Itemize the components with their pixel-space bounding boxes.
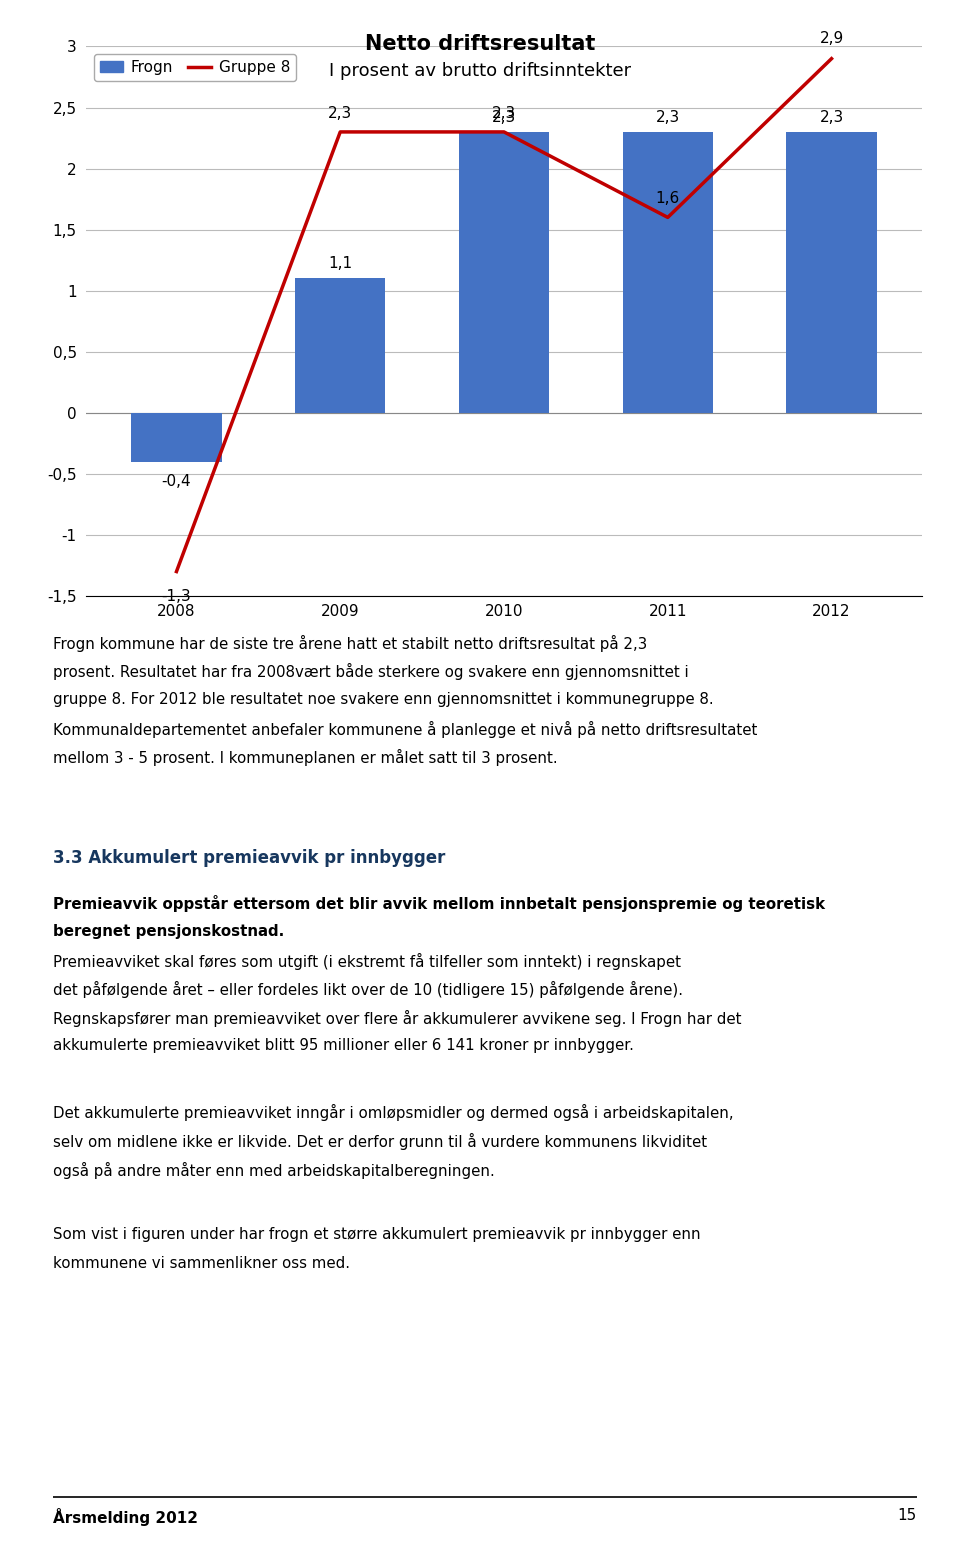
Text: beregnet pensjonskostnad.: beregnet pensjonskostnad. [53, 924, 284, 940]
Legend: Frogn, Gruppe 8: Frogn, Gruppe 8 [94, 54, 297, 82]
Text: 1,1: 1,1 [328, 255, 352, 271]
Text: Regnskapsfører man premieavviket over flere år akkumulerer avvikene seg. I Frogn: Regnskapsfører man premieavviket over fl… [53, 1009, 741, 1026]
Text: Det akkumulerte premieavviket inngår i omløpsmidler og dermed også i arbeidskapi: Det akkumulerte premieavviket inngår i o… [53, 1104, 733, 1121]
Text: Kommunaldepartementet anbefaler kommunene å planlegge et nivå på netto driftsres: Kommunaldepartementet anbefaler kommunen… [53, 720, 757, 737]
Text: Premieavviket skal føres som utgift (i ekstremt få tilfeller som inntekt) i regn: Premieavviket skal føres som utgift (i e… [53, 952, 681, 969]
Bar [296, 279, 385, 413]
Bar [459, 132, 549, 413]
Text: mellom 3 - 5 prosent. I kommuneplanen er målet satt til 3 prosent.: mellom 3 - 5 prosent. I kommuneplanen er… [53, 749, 558, 766]
Text: -1,3: -1,3 [161, 588, 191, 604]
Text: 2,3: 2,3 [328, 105, 352, 121]
Text: det påfølgende året – eller fordeles likt over de 10 (tidligere 15) påfølgende å: det påfølgende året – eller fordeles lik… [53, 981, 683, 998]
Text: prosent. Resultatet har fra 2008vært både sterkere og svakere enn gjennomsnittet: prosent. Resultatet har fra 2008vært båd… [53, 663, 688, 680]
Text: akkumulerte premieavviket blitt 95 millioner eller 6 141 kroner pr innbygger.: akkumulerte premieavviket blitt 95 milli… [53, 1039, 634, 1054]
Text: Årsmelding 2012: Årsmelding 2012 [53, 1508, 198, 1526]
Text: Som vist i figuren under har frogn et større akkumulert premieavvik pr innbygger: Som vist i figuren under har frogn et st… [53, 1228, 701, 1243]
Text: 2,3: 2,3 [492, 110, 516, 124]
Text: gruppe 8. For 2012 ble resultatet noe svakere enn gjennomsnittet i kommunegruppe: gruppe 8. For 2012 ble resultatet noe sv… [53, 692, 713, 707]
Text: 2,3: 2,3 [820, 110, 844, 124]
Text: kommunene vi sammenlikner oss med.: kommunene vi sammenlikner oss med. [53, 1255, 349, 1271]
Text: Frogn kommune har de siste tre årene hatt et stabilt netto driftsresultat på 2,3: Frogn kommune har de siste tre årene hat… [53, 635, 647, 652]
Bar [132, 413, 222, 461]
Text: også på andre måter enn med arbeidskapitalberegningen.: også på andre måter enn med arbeidskapit… [53, 1161, 494, 1178]
Text: 3.3 Akkumulert premieavvik pr innbygger: 3.3 Akkumulert premieavvik pr innbygger [53, 850, 445, 867]
Bar [623, 132, 712, 413]
Text: I prosent av brutto driftsinntekter: I prosent av brutto driftsinntekter [329, 62, 631, 80]
Text: 2,3: 2,3 [656, 110, 680, 124]
Text: 2,9: 2,9 [820, 31, 844, 46]
Text: 15: 15 [898, 1508, 917, 1523]
Text: 2,3: 2,3 [492, 105, 516, 121]
Text: Premieavvik oppstår ettersom det blir avvik mellom innbetalt pensjonspremie og t: Premieavvik oppstår ettersom det blir av… [53, 895, 825, 912]
Text: Netto driftsresultat: Netto driftsresultat [365, 34, 595, 54]
Bar [786, 132, 876, 413]
Text: 1,6: 1,6 [656, 192, 680, 206]
Text: selv om midlene ikke er likvide. Det er derfor grunn til å vurdere kommunens lik: selv om midlene ikke er likvide. Det er … [53, 1133, 707, 1150]
Text: -0,4: -0,4 [161, 474, 191, 489]
